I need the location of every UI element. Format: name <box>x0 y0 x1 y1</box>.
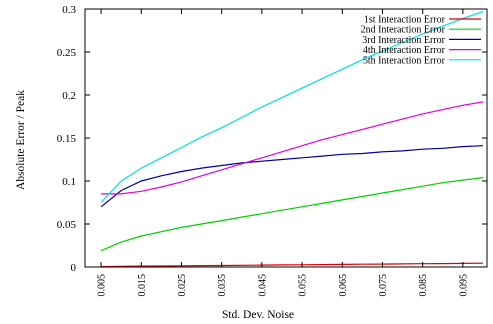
x-tick-label: 0.025 <box>177 274 188 297</box>
y-tick-label: 0 <box>71 262 77 274</box>
series-line-3 <box>100 145 484 208</box>
plot-area <box>100 11 484 268</box>
x-tick-label: 0.035 <box>217 274 228 297</box>
legend-label: 1st Interaction Error <box>364 15 446 26</box>
x-tick-label: 0.065 <box>338 274 349 297</box>
axes: 0 0.05 0.1 0.15 0.2 0.25 0.3 0.005 0.015 0.025 0.0… <box>57 4 488 297</box>
x-tick-label: 0.055 <box>298 274 309 297</box>
x-tick-label: 0.075 <box>378 274 389 297</box>
series-line-1 <box>101 262 484 268</box>
y-tick-label: 0.2 <box>62 90 76 102</box>
y-axis-label: Absolute Error / Peak <box>15 90 27 190</box>
y-tick-label: 0.25 <box>57 47 77 59</box>
legend-label: 3rd Interaction Error <box>362 35 445 46</box>
series-line-2 <box>100 177 484 252</box>
x-tick-label: 0.095 <box>458 274 469 297</box>
legend-label: 2nd Interaction Error <box>361 25 446 36</box>
x-tick-label: 0.015 <box>137 274 148 297</box>
series-line-5 <box>100 11 484 203</box>
y-tick-label: 0.15 <box>57 133 77 145</box>
y-tick-label: 0.05 <box>57 219 77 231</box>
y-tick-label: 0.3 <box>62 4 76 16</box>
x-tick-label: 0.045 <box>257 274 268 297</box>
y-tick-label: 0.1 <box>62 176 76 188</box>
x-tick-label: 0.005 <box>97 274 108 297</box>
series-line-4 <box>101 101 484 195</box>
x-axis-label: Std. Dev. Noise <box>222 309 294 321</box>
legend-label: 5th Interaction Error <box>363 55 446 66</box>
x-tick-label: 0.085 <box>418 274 429 297</box>
legend-label: 4th Interaction Error <box>363 45 446 56</box>
